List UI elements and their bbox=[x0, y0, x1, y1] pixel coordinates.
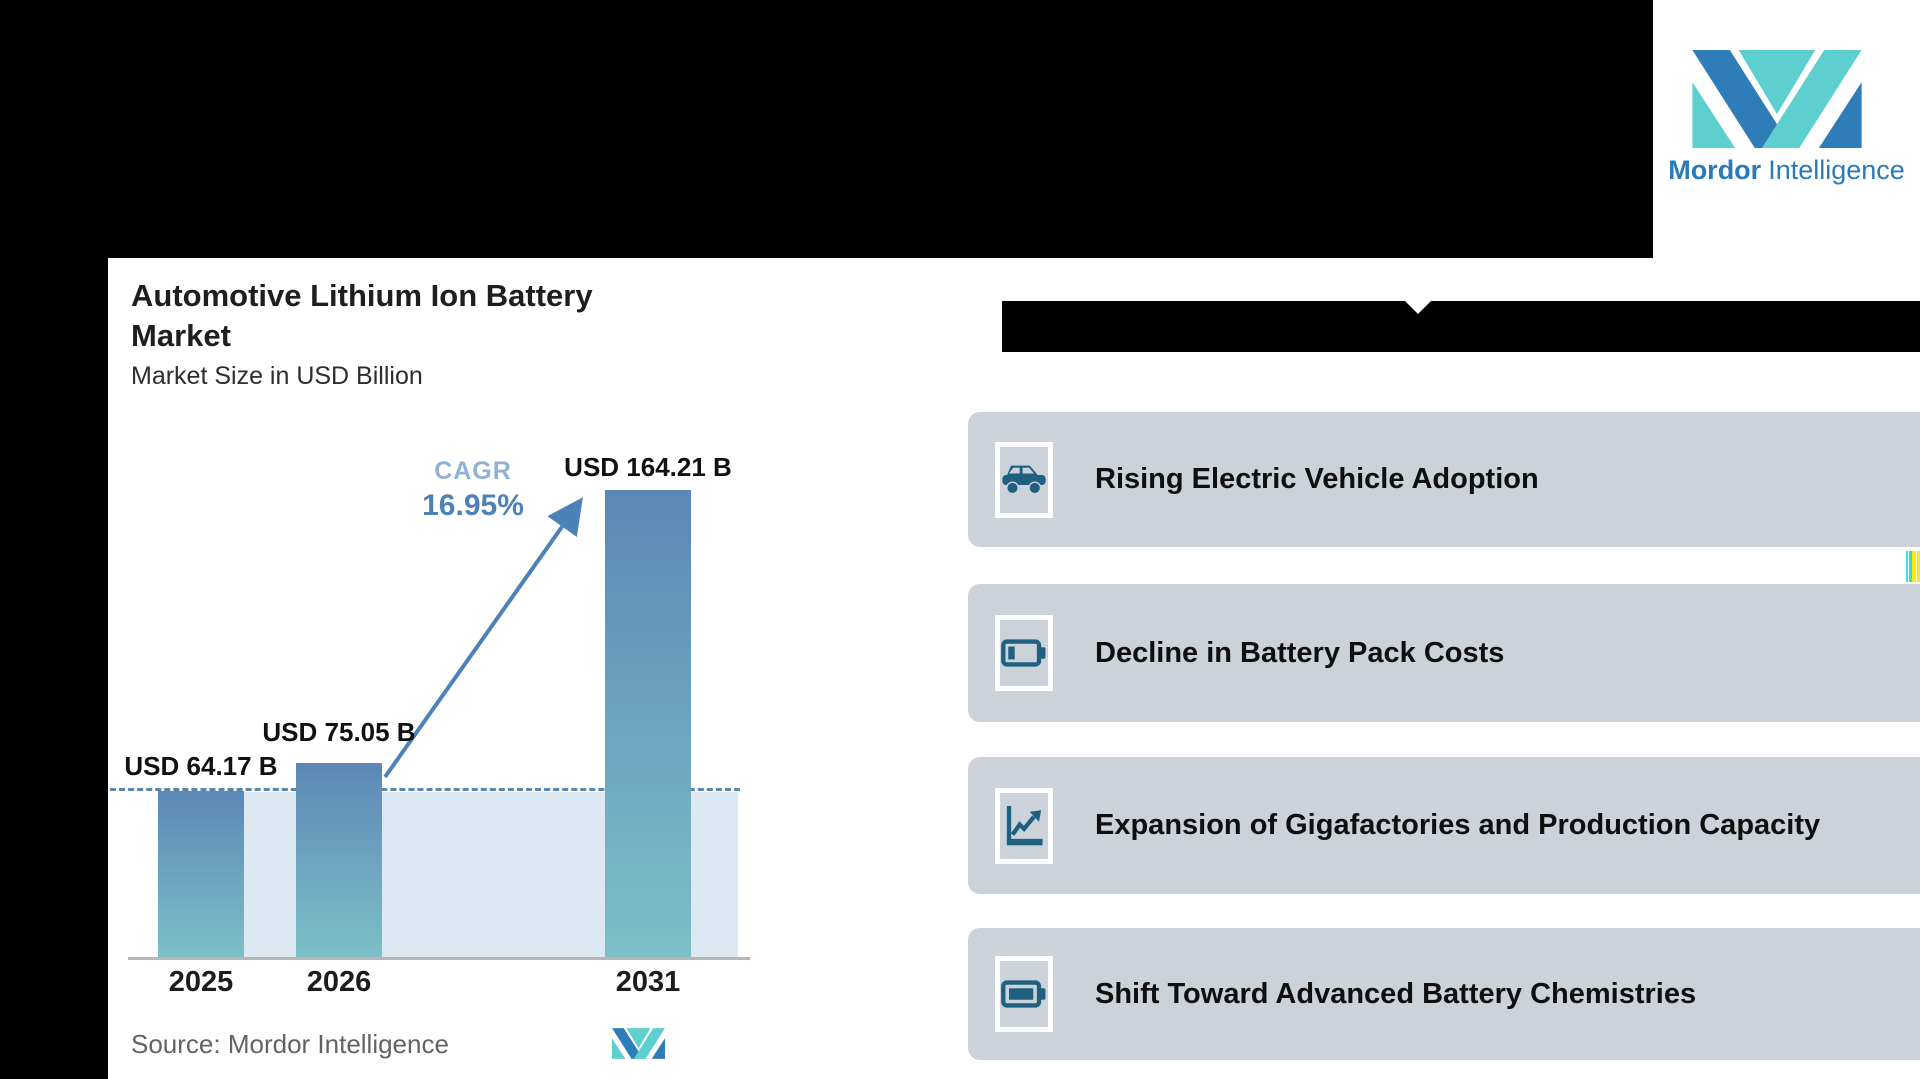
x-axis-line bbox=[128, 957, 750, 960]
edge-glitch-stripes bbox=[1906, 551, 1920, 582]
driver-card-gigafactories: Expansion of Gigafactories and Productio… bbox=[968, 757, 1920, 894]
bar-2031 bbox=[605, 490, 691, 957]
mordor-mini-logo-icon bbox=[612, 1028, 665, 1059]
driver-card-battery-costs: Decline in Battery Pack Costs bbox=[968, 584, 1920, 722]
x-tick-2025: 2025 bbox=[168, 966, 234, 998]
driver-label: Shift Toward Advanced Battery Chemistrie… bbox=[1095, 977, 1697, 1010]
cagr-value: 16.95% bbox=[422, 489, 524, 522]
dashed-reference-line bbox=[110, 788, 740, 791]
value-label-2031: USD 164.21 B bbox=[564, 452, 732, 482]
brand-name-light: Intelligence bbox=[1768, 155, 1905, 185]
top-black-band bbox=[0, 0, 1920, 258]
x-tick-2031: 2031 bbox=[615, 966, 681, 998]
driver-card-ev-adoption: Rising Electric Vehicle Adoption bbox=[968, 412, 1920, 547]
bar-2026 bbox=[296, 763, 382, 957]
battery-low-icon bbox=[1001, 639, 1046, 667]
driver-label: Rising Electric Vehicle Adoption bbox=[1095, 463, 1539, 495]
brand-name-bold: Mordor bbox=[1668, 155, 1762, 185]
brand-logo-box: Mordor Intelligence bbox=[1653, 0, 1920, 258]
chart-subtitle: Market Size in USD Billion bbox=[131, 362, 423, 390]
redaction-notch bbox=[1405, 301, 1431, 314]
left-black-band bbox=[0, 0, 108, 1079]
icon-frame bbox=[995, 441, 1053, 518]
icon-frame bbox=[995, 787, 1053, 864]
driver-card-battery-chemistries: Shift Toward Advanced Battery Chemistrie… bbox=[968, 928, 1920, 1060]
bar-chart: USD 64.17 B USD 75.05 B USD 164.21 B CAG… bbox=[110, 445, 760, 1060]
battery-full-icon bbox=[1001, 980, 1046, 1008]
source-attribution: Source: Mordor Intelligence bbox=[131, 1029, 449, 1059]
icon-frame bbox=[995, 956, 1053, 1032]
icon-frame bbox=[995, 615, 1053, 691]
cagr-growth-arrow-icon bbox=[383, 497, 583, 779]
x-tick-2026: 2026 bbox=[306, 966, 372, 998]
page-title: Automotive Lithium Ion Battery Market bbox=[131, 278, 593, 354]
cagr-label: CAGR bbox=[434, 457, 512, 485]
redacted-section-title bbox=[1002, 301, 1920, 352]
driver-label: Decline in Battery Pack Costs bbox=[1095, 636, 1505, 669]
bar-2025 bbox=[158, 791, 244, 957]
driver-label: Expansion of Gigafactories and Productio… bbox=[1095, 809, 1821, 841]
mordor-intelligence-logo-icon bbox=[1692, 50, 1862, 148]
car-icon bbox=[1002, 465, 1046, 494]
growth-chart-icon bbox=[1006, 805, 1043, 845]
value-label-2025: USD 64.17 B bbox=[124, 751, 278, 781]
cagr-annotation: CAGR 16.95% bbox=[393, 457, 553, 523]
brand-wordmark: Mordor Intelligence bbox=[1653, 155, 1920, 186]
value-label-2026: USD 75.05 B bbox=[262, 717, 416, 747]
